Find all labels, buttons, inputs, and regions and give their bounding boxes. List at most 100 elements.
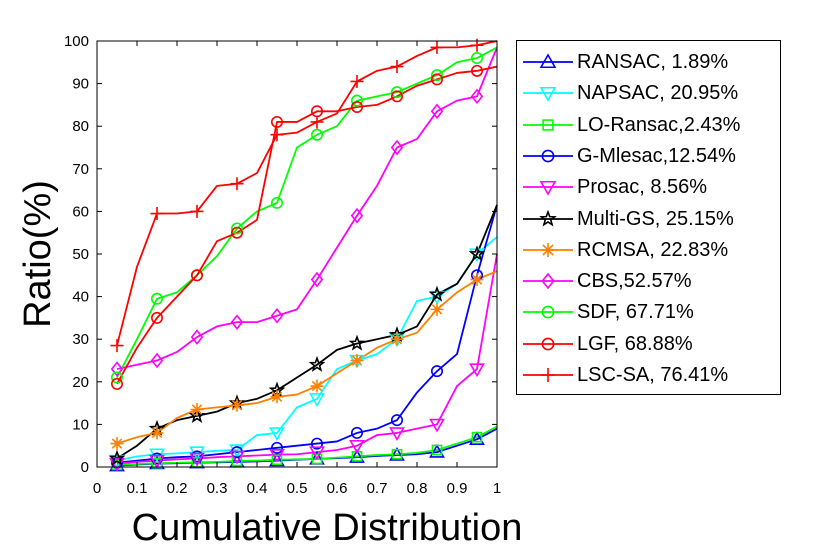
legend-label: Prosac, 8.56% (577, 176, 708, 199)
data-point-sdf (470, 52, 483, 65)
x-tick-label: 0.1 (127, 480, 148, 497)
x-tick-label: 0.7 (367, 480, 388, 497)
x-tick-label: 0.3 (207, 480, 228, 497)
data-point-cbs (430, 103, 444, 120)
data-point-prosac (149, 454, 165, 469)
data-point-cbs (150, 352, 164, 369)
data-point-lgf (191, 269, 204, 282)
data-point-rcmsa (470, 273, 484, 287)
legend: RANSAC, 1.89% NAPSAC, 20.95% LO-Ransac,2.4… (516, 40, 781, 395)
legend-marker (539, 87, 557, 102)
y-tick-label: 50 (72, 246, 89, 263)
series-markers-napsac (109, 248, 485, 469)
series-markers-sdf (111, 52, 483, 384)
legend-label: LGF, 68.88% (577, 332, 693, 355)
data-point-prosac (269, 448, 285, 463)
data-point-g-mlesac (310, 437, 323, 450)
data-point-rcmsa (190, 402, 204, 416)
data-point-lgf (270, 115, 283, 128)
legend-marker (541, 305, 555, 319)
data-point-lgf (151, 311, 164, 324)
y-tick-label: 80 (72, 118, 89, 135)
data-point-prosac (349, 440, 365, 454)
data-point-lsc-sa (150, 207, 164, 221)
y-tick-label: 30 (72, 331, 89, 348)
data-point-lo-ransac (231, 455, 243, 467)
axis-ticks (96, 40, 498, 468)
data-point-ransac (349, 449, 365, 463)
data-point-prosac (469, 363, 485, 378)
data-point-rcmsa (270, 390, 284, 404)
x-tick-label: 0.6 (327, 480, 348, 497)
data-point-cbs (310, 271, 324, 288)
series-line-prosac (116, 253, 498, 465)
data-point-ransac (269, 452, 285, 467)
legend-label: LO-Ransac,2.43% (577, 113, 741, 136)
legend-marker (541, 242, 555, 257)
data-point-g-mlesac (270, 441, 283, 454)
legend-swatch (523, 242, 573, 257)
legend-swatch (523, 87, 573, 102)
data-point-cbs (390, 139, 404, 156)
legend-label: RCMSA, 22.83% (577, 238, 729, 261)
data-point-prosac (229, 450, 245, 465)
legend-swatch (523, 209, 573, 227)
data-point-rcmsa (310, 379, 324, 393)
data-point-lo-ransac (271, 454, 283, 466)
data-point-lgf (350, 101, 363, 114)
y-tick-label: 60 (72, 203, 89, 220)
data-point-prosac (429, 418, 445, 433)
data-point-sdf (390, 86, 403, 99)
data-point-lo-ransac (431, 444, 443, 456)
data-point-lsc-sa (270, 128, 284, 142)
data-point-cbs (470, 88, 484, 105)
legend-label: CBS,52.57% (577, 270, 692, 293)
y-tick-label: 10 (72, 416, 89, 433)
data-point-rcmsa (150, 426, 164, 440)
series-markers-g-mlesac (111, 269, 483, 469)
data-point-lsc-sa (390, 60, 404, 74)
legend-marker (541, 272, 555, 290)
data-point-sdf (151, 292, 164, 305)
x-tick-label: 1 (493, 480, 501, 497)
data-point-sdf (430, 69, 443, 82)
series-line-lsc-sa (116, 40, 498, 346)
data-point-lo-ransac (311, 453, 323, 465)
legend-swatch (523, 305, 573, 319)
legend-swatch (523, 337, 573, 351)
legend-item-multi-gs: Multi-GS, 25.15% (517, 204, 780, 234)
legend-item-lgf: LGF, 68.88% (517, 329, 780, 359)
series-markers-cbs (110, 88, 484, 377)
x-tick-label: 0.9 (447, 480, 468, 497)
legend-item-prosac: Prosac, 8.56% (517, 172, 780, 202)
data-point-lsc-sa (350, 74, 364, 88)
plot-lines (116, 40, 498, 467)
legend-label: SDF, 67.71% (577, 301, 694, 324)
legend-marker (539, 209, 557, 227)
data-point-cbs (230, 314, 244, 330)
x-tick-label: 0 (93, 480, 101, 497)
data-point-multi-gs (348, 334, 366, 351)
data-point-multi-gs (468, 245, 486, 262)
x-tick-label: 0.8 (407, 480, 428, 497)
x-tick-label: 0.4 (247, 480, 268, 497)
data-point-lsc-sa (110, 339, 124, 353)
y-tick-label: 70 (72, 161, 89, 178)
x-tick-label: 0.5 (287, 480, 308, 497)
data-point-sdf (310, 128, 323, 141)
data-point-cbs (270, 307, 284, 324)
legend-marker (541, 149, 555, 163)
series-markers-prosac (109, 363, 485, 472)
data-point-ransac (469, 431, 485, 445)
legend-item-g-mlesac: G-Mlesac,12.54% (517, 141, 780, 171)
data-point-lsc-sa (310, 115, 324, 129)
legend-label: NAPSAC, 20.95% (577, 82, 739, 105)
data-point-lgf (111, 377, 124, 390)
data-point-sdf (111, 371, 124, 384)
series-line-cbs (116, 47, 498, 370)
data-point-prosac (309, 446, 325, 461)
y-tick-label: 40 (72, 289, 89, 306)
data-point-prosac (109, 457, 125, 472)
series-markers-lgf (111, 64, 483, 390)
